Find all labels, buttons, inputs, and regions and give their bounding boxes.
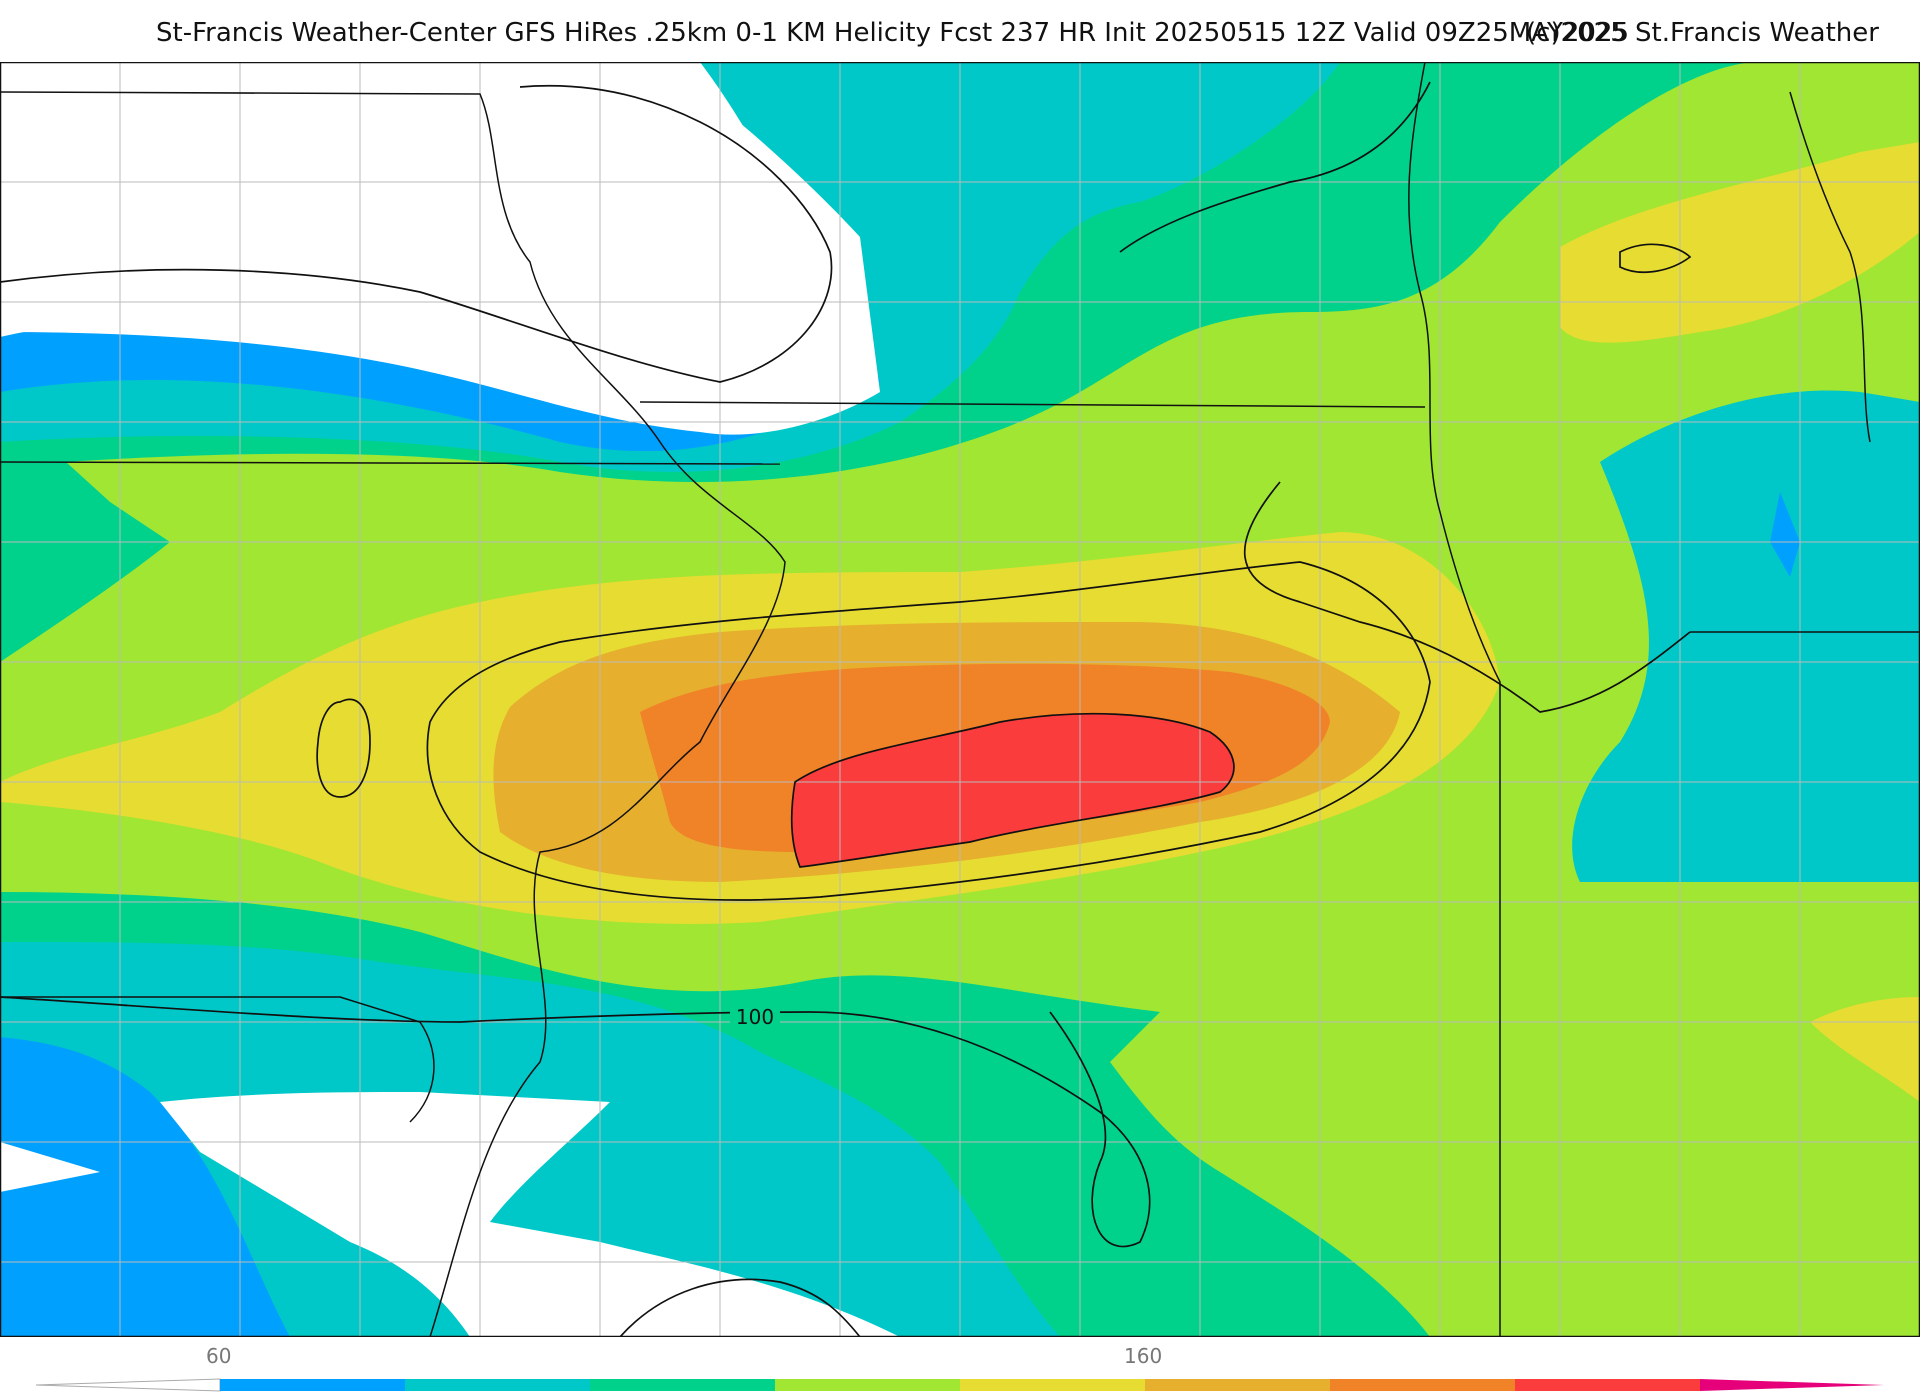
colorbar: 60 160 — [0, 1342, 1920, 1400]
contour-label-bg — [730, 1002, 780, 1028]
map-canvas: 100 — [0, 62, 1920, 1337]
helicity-map: 100 — [0, 62, 1920, 1337]
colorbar-swatch — [1515, 1379, 1700, 1391]
contour-100-north — [0, 84, 833, 383]
contour-label-100: 100 — [736, 1005, 774, 1029]
contour-100-south — [619, 1278, 861, 1337]
contour-140-east — [1619, 243, 1692, 274]
contour-100-east — [1119, 81, 1691, 713]
colorbar-low-arrow — [35, 1378, 221, 1392]
band-140-east — [1560, 142, 1920, 343]
contour-140-small — [316, 698, 371, 798]
colorbar-swatch — [405, 1379, 590, 1391]
colorbar-swatch — [1330, 1379, 1515, 1391]
low-west-edge — [0, 1142, 100, 1192]
title-text: St-Francis Weather-Center GFS HiRes .25k… — [156, 18, 1630, 48]
band-80-east — [1572, 390, 1920, 882]
colorbar-high-arrow — [1700, 1379, 1884, 1391]
band-200 — [791, 713, 1234, 867]
band-60-east-sliver — [1770, 492, 1800, 577]
state-borders — [0, 62, 1920, 1337]
colorbar-swatch — [1145, 1379, 1330, 1391]
low-northwest — [0, 62, 880, 435]
colorbar-swatch — [960, 1379, 1145, 1391]
copyright-text: (c)2025 St.Francis Weather — [1526, 18, 1879, 48]
colorbar-swatch — [220, 1379, 405, 1391]
colorbar-tick-60: 60 — [206, 1344, 232, 1368]
colorbar-swatch — [775, 1379, 960, 1391]
colorbar-tick-160: 160 — [1124, 1344, 1163, 1368]
low-southwest — [160, 1092, 900, 1337]
contour-140 — [426, 561, 1431, 901]
helicity-contours — [0, 81, 1692, 1337]
county-borders — [0, 62, 1920, 1337]
colorbar-swatch — [590, 1379, 775, 1391]
contour-100-main — [0, 996, 1151, 1248]
map-title: St-Francis Weather-Center GFS HiRes .25k… — [0, 14, 1920, 54]
colorbar-swatches — [35, 1378, 1884, 1392]
contour-200 — [790, 712, 1235, 868]
band-140-southeast — [1810, 997, 1920, 1102]
